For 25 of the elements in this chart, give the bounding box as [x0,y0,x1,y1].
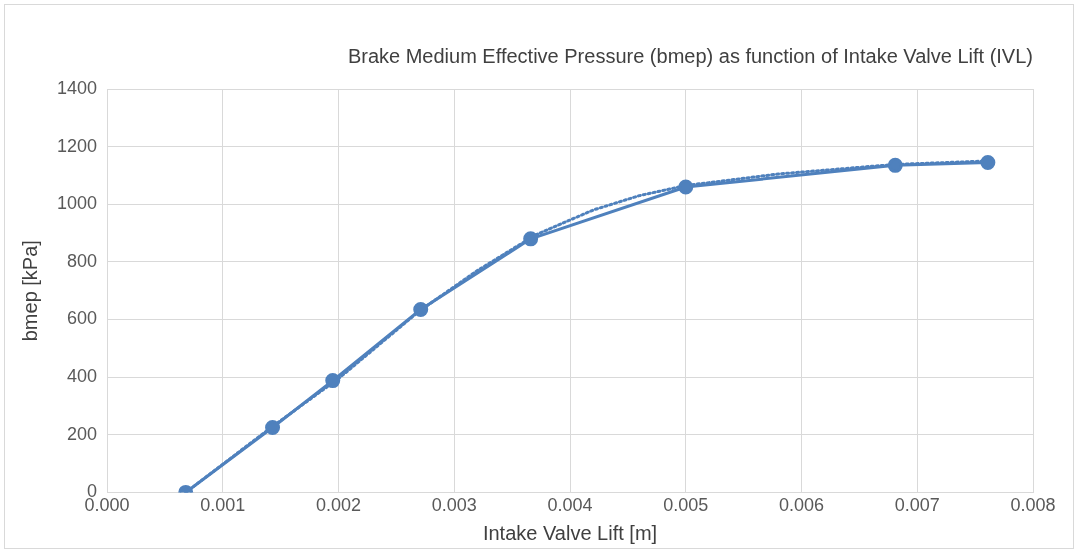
x-tick-label: 0.005 [663,495,709,516]
y-tick-label: 800 [67,250,98,271]
point [265,420,281,436]
y-tick-label: 400 [67,366,98,387]
y-tick-label: 1200 [57,135,98,156]
point [413,301,429,317]
x-tick-label: 0.002 [316,495,362,516]
point [325,373,341,389]
point [523,231,539,247]
point [980,154,996,170]
x-tick-label: 0.004 [547,495,593,516]
point [678,179,694,195]
x-tick-label: 0.003 [431,495,477,516]
x-tick-label: 0.001 [200,495,246,516]
point [887,157,903,173]
y-tick-label: 200 [67,423,98,444]
x-tick-label: 0.006 [778,495,825,516]
y-axis-title: bmep [kPa] [18,240,41,342]
y-tick-label: 1000 [57,193,98,214]
x-tick-label: 0.007 [894,495,940,516]
x-tick-label: 0.008 [1010,495,1056,516]
y-tick-label: 600 [67,308,98,329]
x-axis-title: Intake Valve Lift [m] [482,521,658,544]
chart-title: Brake Medium Effective Pressure (bmep) as function of Intake Valve Lift (IVL) [347,44,1033,67]
y-tick-label: 1400 [57,77,98,98]
